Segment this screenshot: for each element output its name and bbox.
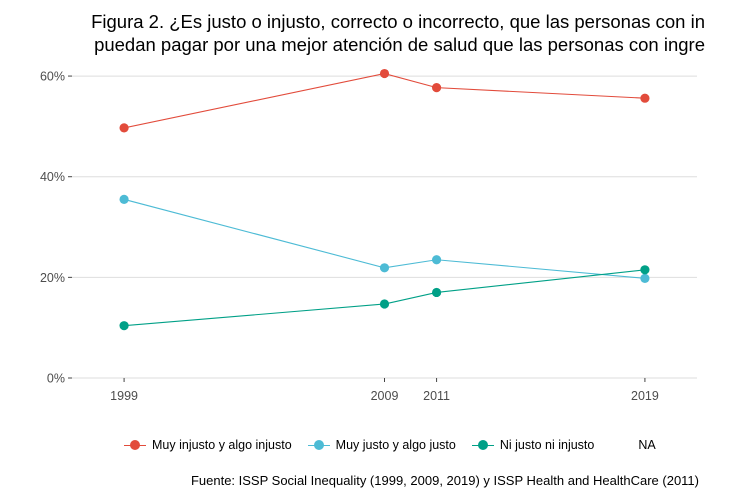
legend-label: NA bbox=[638, 438, 656, 452]
data-point bbox=[379, 68, 390, 79]
source-caption: Fuente: ISSP Social Inequality (1999, 20… bbox=[190, 473, 699, 488]
legend-key-icon bbox=[471, 438, 494, 452]
line-chart: 0% 20% 40% 60% 1999 2009 2011 2019 bbox=[40, 68, 697, 403]
chart-title-line-1: Figura 2. ¿Es justo o injusto, correcto … bbox=[91, 11, 705, 32]
series-line bbox=[123, 72, 645, 129]
data-point bbox=[431, 287, 442, 298]
data-point bbox=[119, 321, 129, 331]
legend-key-icon bbox=[610, 438, 632, 452]
data-point bbox=[119, 194, 129, 204]
y-tick-label: 40% bbox=[40, 170, 65, 184]
legend-label: Muy injusto y algo injusto bbox=[152, 438, 292, 452]
legend-item: Muy injusto y algo injusto bbox=[124, 438, 292, 452]
chart-title-line-2: puedan pagar por una mejor atención de s… bbox=[94, 34, 705, 55]
x-tick-label: 2009 bbox=[371, 389, 399, 403]
data-point bbox=[640, 93, 650, 103]
data-point bbox=[379, 263, 390, 273]
data-point bbox=[379, 299, 390, 309]
chart-title: Figura 2. ¿Es justo o injusto, correcto … bbox=[45, 10, 705, 56]
chart-legend: Muy injusto y algo injusto Muy justo y al… bbox=[124, 438, 672, 452]
y-tick-label: 0% bbox=[47, 372, 65, 386]
series-line bbox=[124, 269, 645, 327]
legend-key-icon bbox=[307, 438, 330, 452]
data-point bbox=[431, 255, 442, 265]
legend-label: Muy justo y algo justo bbox=[335, 438, 456, 452]
legend-item: NA bbox=[610, 438, 655, 452]
data-point bbox=[640, 265, 650, 275]
x-tick-label: 2011 bbox=[423, 389, 450, 403]
x-tick-label: 1999 bbox=[110, 389, 138, 403]
y-tick-label: 20% bbox=[40, 271, 65, 285]
data-point bbox=[640, 273, 650, 283]
legend-item: Muy justo y algo justo bbox=[307, 438, 456, 452]
data-point bbox=[431, 83, 442, 93]
data-point bbox=[119, 123, 129, 133]
x-tick-label: 2019 bbox=[631, 389, 659, 403]
legend-key-icon bbox=[124, 438, 146, 452]
legend-item: Ni justo ni injusto bbox=[471, 438, 595, 452]
legend-label: Ni justo ni injusto bbox=[499, 438, 595, 452]
series-line bbox=[123, 198, 645, 279]
y-tick-label: 60% bbox=[40, 70, 65, 84]
